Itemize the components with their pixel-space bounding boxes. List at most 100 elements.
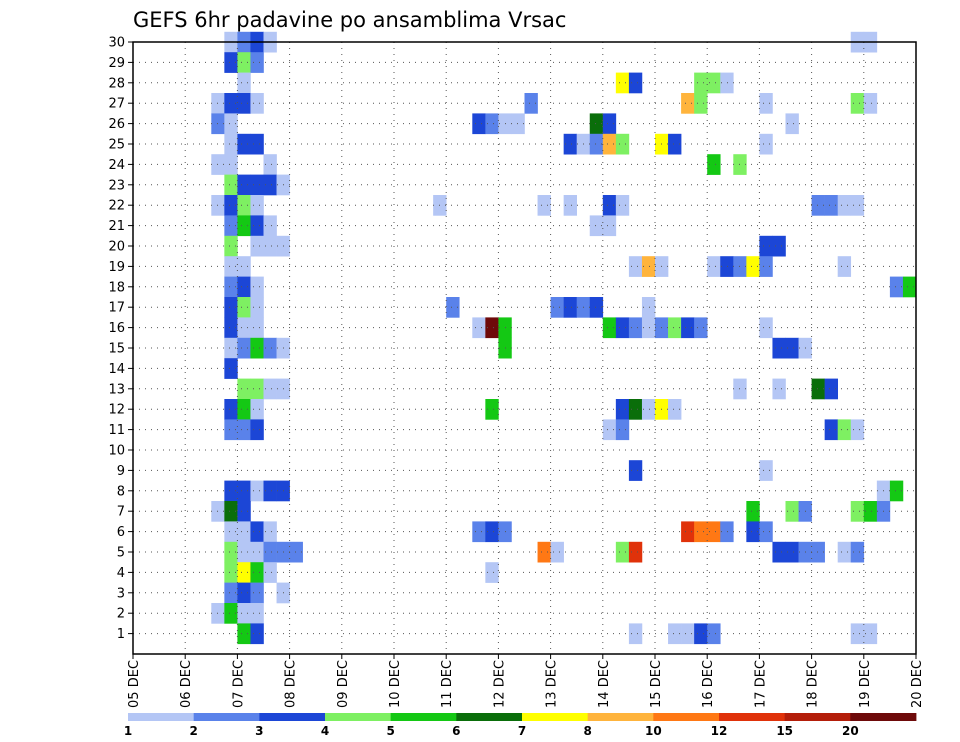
heatmap-cell [263, 480, 277, 502]
heatmap-cell [250, 317, 264, 339]
y-axis-ticks: 1234567891011121314151617181920212223242… [108, 36, 133, 642]
colorbar-swatch [784, 713, 851, 721]
heatmap-cell [263, 235, 277, 257]
heatmap-cell [837, 419, 852, 441]
heatmap-cell [694, 521, 708, 543]
heatmap-cell [224, 358, 238, 379]
heatmap-cell [237, 582, 251, 604]
heatmap-cell [250, 276, 264, 298]
colorbar-swatch [456, 713, 523, 721]
x-tick-label: 14 DEC [597, 660, 612, 708]
heatmap-cell [224, 113, 238, 135]
heatmap-cell [589, 297, 604, 318]
heatmap-cell [707, 256, 721, 277]
heatmap-cell [237, 501, 251, 522]
heatmap-cell [615, 419, 630, 441]
heatmap-cell [902, 276, 917, 298]
heatmap-cell [250, 623, 264, 645]
chart-title: GEFS 6hr padavine po ansamblima Vrsac [133, 8, 566, 32]
heatmap-cell [837, 195, 852, 216]
heatmap-cell [628, 72, 643, 94]
x-tick-label: 17 DEC [753, 660, 768, 708]
y-tick-label: 3 [117, 586, 125, 601]
heatmap-cell [615, 195, 630, 216]
heatmap-cell [563, 133, 577, 155]
heatmap-cell [889, 480, 904, 502]
heatmap-cell [237, 541, 251, 563]
heatmap-cell [224, 480, 238, 502]
heatmap-cell [224, 317, 238, 339]
y-tick-label: 2 [117, 607, 125, 622]
heatmap-cell [250, 521, 264, 543]
heatmap-cell [837, 256, 852, 277]
heatmap-cell [889, 276, 904, 298]
heatmap-cell [537, 195, 551, 216]
y-tick-label: 7 [117, 505, 125, 520]
heatmap-cell [224, 52, 238, 73]
heatmap-cell [615, 399, 630, 420]
heatmap-cell [681, 93, 695, 114]
y-tick-label: 27 [108, 97, 125, 112]
heatmap-cell [237, 72, 251, 94]
heatmap-cell [511, 113, 525, 135]
heatmap-cell [224, 93, 238, 114]
heatmap-cell [263, 378, 277, 400]
x-tick-label: 15 DEC [649, 660, 664, 708]
y-tick-label: 22 [108, 199, 125, 214]
heatmap-cell [772, 378, 786, 400]
x-tick-label: 05 DEC [127, 660, 142, 708]
x-tick-label: 12 DEC [492, 660, 507, 708]
heatmap-cell [615, 541, 630, 563]
x-tick-label: 20 DEC [910, 660, 925, 708]
heatmap-cell [772, 337, 786, 359]
heatmap-cell [681, 623, 695, 645]
x-tick-label: 09 DEC [336, 660, 351, 708]
heatmap-cell [602, 419, 617, 441]
y-tick-label: 18 [108, 280, 125, 295]
heatmap-cell [694, 317, 708, 339]
heatmap-cell [628, 399, 643, 420]
heatmap-cell [550, 541, 564, 563]
y-tick-label: 12 [108, 403, 125, 418]
colorbar-label: 8 [583, 724, 591, 738]
heatmap-cell [250, 93, 264, 114]
heatmap-cell [628, 541, 643, 563]
heatmap-cell [615, 133, 630, 155]
heatmap-cell [759, 460, 773, 481]
heatmap-cell [785, 337, 799, 359]
heatmap-cell [250, 399, 264, 420]
heatmap-cell [224, 256, 238, 277]
heatmap-cell [237, 378, 251, 400]
heatmap-cell [824, 195, 838, 216]
heatmap-cell [811, 541, 825, 563]
heatmap-cell [550, 297, 564, 318]
heatmap-cell [263, 562, 277, 583]
x-axis-ticks: 05 DEC 06 DEC 07 DEC 08 DEC 09 DEC 10 DEC 11 D… [127, 654, 925, 708]
heatmap-cell [224, 501, 238, 522]
heatmap-cell [237, 297, 251, 318]
x-tick-label: 19 DEC [858, 660, 873, 708]
heatmap-cell [824, 378, 838, 400]
heatmap-cell [772, 235, 786, 257]
heatmap-cell [824, 419, 838, 441]
heatmap-cell [668, 623, 682, 645]
colorbar-label: 7 [518, 724, 526, 738]
heatmap-cell [589, 215, 604, 237]
heatmap-cell [485, 317, 499, 339]
colorbar-swatch [325, 713, 392, 721]
heatmap-cell [224, 419, 238, 441]
heatmap-cell [250, 195, 264, 216]
heatmap-cell [485, 521, 499, 543]
heatmap-cell [641, 399, 656, 420]
heatmap-cell [628, 460, 643, 481]
y-tick-label: 23 [108, 178, 125, 193]
heatmap-cell [707, 623, 721, 645]
heatmap-cell [224, 276, 238, 298]
heatmap-cell [289, 541, 303, 563]
colorbar-swatch [390, 713, 457, 721]
heatmap-cell [641, 317, 656, 339]
heatmap-cell [237, 276, 251, 298]
heatmap-cell [237, 133, 251, 155]
x-tick-label: 08 DEC [284, 660, 299, 708]
